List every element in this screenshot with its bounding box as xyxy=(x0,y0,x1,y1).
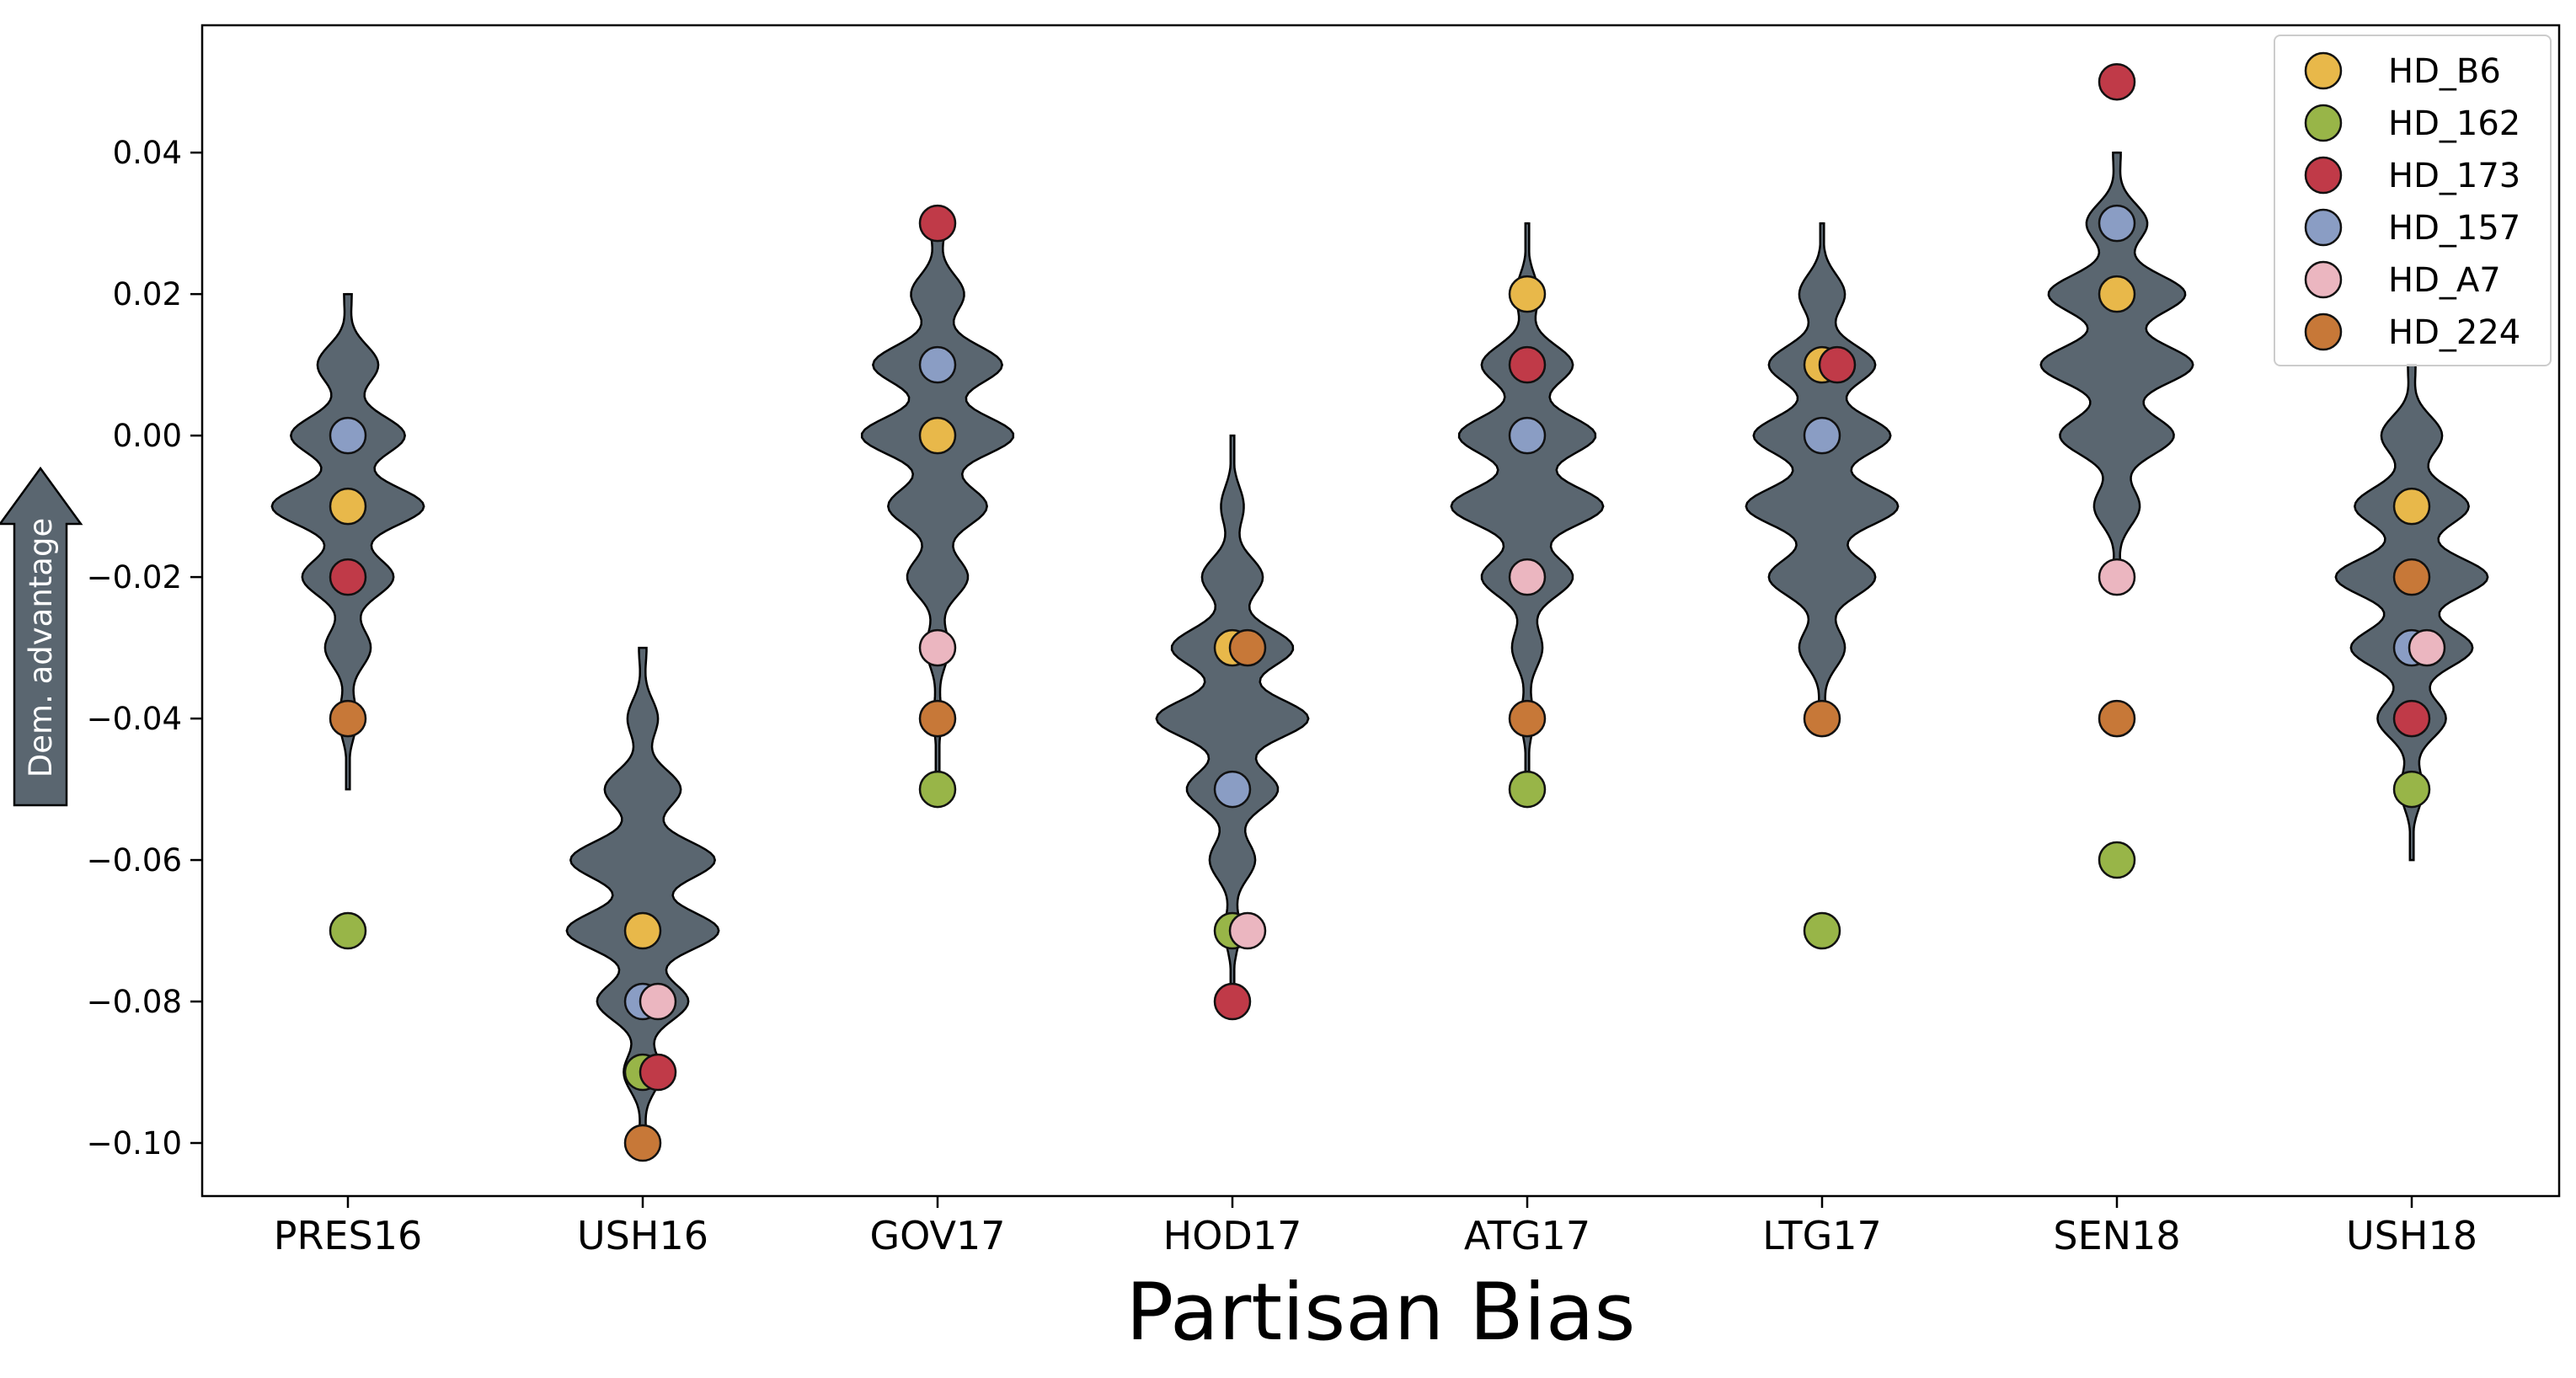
y-tick-label: −0.08 xyxy=(87,984,182,1020)
point-hd_173 xyxy=(639,1053,677,1092)
legend-marker-icon xyxy=(2304,156,2343,195)
legend-label: HD_162 xyxy=(2388,104,2520,143)
x-tick-label: HOD17 xyxy=(1163,1213,1302,1258)
point-hd_224 xyxy=(329,699,367,738)
point-hd_b6 xyxy=(623,911,662,950)
legend-box xyxy=(2274,35,2552,366)
point-hd_224 xyxy=(2392,558,2431,596)
y-tick-label: −0.06 xyxy=(87,842,182,879)
legend-marker-icon xyxy=(2304,51,2343,90)
point-hd_173 xyxy=(1818,345,1857,384)
y-tick-label: −0.04 xyxy=(87,701,182,737)
point-hd_173 xyxy=(1508,345,1547,384)
y-tick-label: 0.00 xyxy=(113,418,182,454)
legend-label: HD_173 xyxy=(2388,157,2520,195)
up-arrow-icon xyxy=(0,466,83,807)
y-axis: 0.04 0.02 0.00 −0.02 −0.04 −0.06 −0.08 −0.10 xyxy=(87,135,202,1162)
x-axis: PRES16 USH16 GOV17 HOD17 ATG17 LTG17 SEN18 USH1… xyxy=(274,1196,2477,1258)
legend-marker-icon xyxy=(2304,312,2343,351)
point-hd_a7 xyxy=(2098,558,2136,596)
point-hd_162 xyxy=(918,770,957,809)
point-hd_a7 xyxy=(1508,558,1547,596)
legend-marker-icon xyxy=(2304,208,2343,247)
point-hd_b6 xyxy=(1508,275,1547,313)
point-hd_162 xyxy=(2392,770,2431,809)
legend: HD_B6 HD_162 HD_173 HD_157 HD_A7 HD_224 xyxy=(2274,35,2552,366)
point-hd_b6 xyxy=(918,416,957,455)
x-axis-title: Partisan Bias xyxy=(1126,1267,1636,1359)
point-hd_157 xyxy=(1508,416,1547,455)
point-hd_173 xyxy=(918,204,957,243)
point-hd_b6 xyxy=(2098,275,2136,313)
point-hd_a7 xyxy=(2408,628,2446,667)
point-hd_157 xyxy=(2098,204,2136,243)
legend-marker-icon xyxy=(2304,104,2343,142)
point-hd_b6 xyxy=(329,487,367,526)
point-hd_224 xyxy=(2098,699,2136,738)
points-layer xyxy=(329,62,2446,1162)
point-hd_173 xyxy=(2098,62,2136,101)
y-tick-label: −0.10 xyxy=(87,1125,182,1162)
y-tick-label: 0.04 xyxy=(113,135,182,171)
x-tick-label: ATG17 xyxy=(1464,1213,1590,1258)
point-hd_173 xyxy=(2392,699,2431,738)
point-hd_224 xyxy=(1803,699,1841,738)
point-hd_157 xyxy=(329,416,367,455)
violin-pres16 xyxy=(270,292,425,791)
y-tick-label: −0.02 xyxy=(87,559,182,596)
plot-frame xyxy=(200,24,2561,1198)
y-tick-label: 0.02 xyxy=(113,276,182,312)
point-hd_162 xyxy=(329,911,367,950)
point-hd_224 xyxy=(1228,628,1267,667)
x-tick-label: USH16 xyxy=(577,1213,708,1258)
point-hd_157 xyxy=(918,345,957,384)
point-hd_157 xyxy=(1803,416,1841,455)
point-hd_162 xyxy=(1508,770,1547,809)
legend-label: HD_224 xyxy=(2388,313,2520,352)
legend-label: HD_A7 xyxy=(2388,261,2501,300)
point-hd_224 xyxy=(918,699,957,738)
y-axis-title: Dem. advantage xyxy=(23,518,59,777)
violins-layer xyxy=(270,151,2489,1145)
x-tick-label: GOV17 xyxy=(869,1213,1005,1258)
point-hd_224 xyxy=(1508,699,1547,738)
x-tick-label: USH18 xyxy=(2346,1213,2477,1258)
point-hd_224 xyxy=(623,1124,662,1162)
legend-marker-icon xyxy=(2304,260,2343,299)
x-tick-label: PRES16 xyxy=(274,1213,423,1258)
legend-label: HD_157 xyxy=(2388,209,2520,248)
violin-ush18 xyxy=(2334,363,2489,862)
point-hd_162 xyxy=(2098,841,2136,879)
legend-label: HD_B6 xyxy=(2388,52,2501,91)
point-hd_a7 xyxy=(1228,911,1267,950)
violin-ltg17 xyxy=(1745,222,1900,720)
y-axis-title-arrow: Dem. advantage xyxy=(0,466,83,807)
point-hd_173 xyxy=(1213,982,1252,1021)
x-tick-label: LTG17 xyxy=(1762,1213,1882,1258)
x-tick-label: SEN18 xyxy=(2053,1213,2180,1258)
point-hd_173 xyxy=(329,558,367,596)
point-hd_b6 xyxy=(2392,487,2431,526)
point-hd_a7 xyxy=(639,982,677,1021)
point-hd_162 xyxy=(1803,911,1841,950)
point-hd_157 xyxy=(1213,770,1252,809)
point-hd_a7 xyxy=(918,628,957,667)
